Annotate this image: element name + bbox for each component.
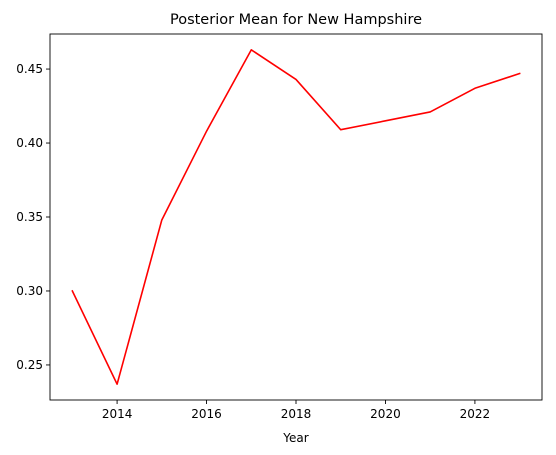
y-tick-label: 0.45 — [16, 62, 43, 76]
y-tick-label: 0.25 — [16, 358, 43, 372]
plot-frame — [49, 33, 543, 401]
x-tick-label: 2016 — [191, 407, 222, 421]
plot-area — [49, 33, 543, 401]
chart-title: Posterior Mean for New Hampshire — [170, 12, 422, 28]
x-tick-label: 2022 — [460, 407, 491, 421]
x-tick-label: 2018 — [281, 407, 312, 421]
x-axis-label: Year — [282, 431, 308, 445]
x-axis: 2014 2016 2018 2020 2022 — [102, 400, 490, 421]
y-tick-label: 0.35 — [16, 210, 43, 224]
y-tick-label: 0.30 — [16, 284, 43, 298]
y-axis: 0.25 0.30 0.35 0.40 0.45 — [16, 62, 50, 372]
y-tick-label: 0.40 — [16, 136, 43, 150]
series-line-0 — [71, 49, 521, 385]
x-tick-label: 2014 — [102, 407, 133, 421]
x-tick-label: 2020 — [370, 407, 401, 421]
